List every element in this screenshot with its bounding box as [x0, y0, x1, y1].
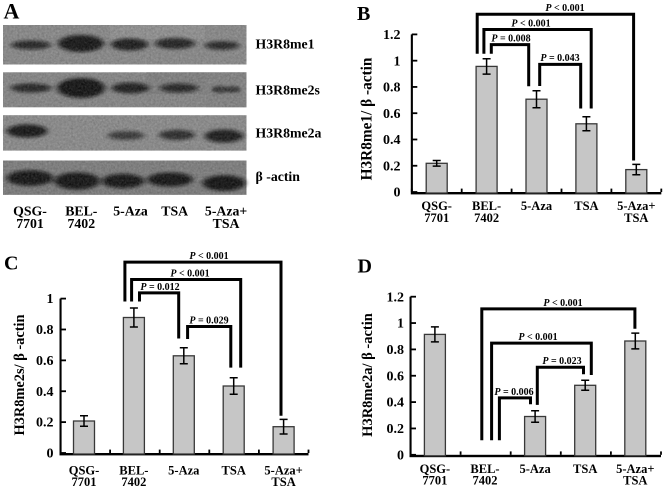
svg-text:TSA: TSA [213, 216, 240, 231]
svg-text:P = 0.006: P = 0.006 [494, 387, 533, 398]
svg-text:P = 0.029: P = 0.029 [189, 316, 228, 327]
svg-text:5-Aza: 5-Aza [113, 204, 148, 219]
svg-text:P < 0.001: P < 0.001 [545, 3, 584, 14]
svg-text:H3R8me2s: H3R8me2s [256, 83, 321, 98]
svg-text:0.8: 0.8 [383, 81, 401, 96]
svg-text:1.2: 1.2 [383, 28, 401, 43]
svg-text:5-Aza+: 5-Aza+ [205, 204, 247, 219]
svg-text:P < 0.001: P < 0.001 [511, 18, 550, 29]
svg-text:0.4: 0.4 [387, 396, 405, 411]
svg-text:7701: 7701 [72, 475, 97, 489]
svg-text:7402: 7402 [68, 216, 96, 231]
svg-text:5-Aza: 5-Aza [521, 199, 553, 213]
svg-text:0.2: 0.2 [383, 159, 401, 174]
svg-text:P = 0.043: P = 0.043 [540, 53, 579, 64]
svg-text:5-Aza: 5-Aza [519, 462, 551, 476]
svg-text:QSG-: QSG- [421, 199, 452, 213]
svg-text:H3R8me2a/ β -actin: H3R8me2a/ β -actin [360, 313, 376, 437]
svg-text:0: 0 [394, 186, 401, 201]
svg-text:TSA: TSA [271, 475, 295, 489]
svg-text:1.2: 1.2 [387, 290, 405, 305]
svg-text:5-Aza+: 5-Aza+ [617, 199, 655, 213]
svg-text:5-Aza: 5-Aza [168, 463, 200, 477]
svg-text:0.4: 0.4 [36, 385, 54, 400]
svg-text:BEL-: BEL- [119, 463, 148, 477]
svg-text:5-Aza+: 5-Aza+ [264, 463, 302, 477]
svg-text:7402: 7402 [473, 474, 498, 488]
svg-text:QSG-: QSG- [420, 462, 451, 476]
svg-text:A: A [4, 0, 20, 24]
svg-text:P = 0.008: P = 0.008 [491, 33, 530, 44]
svg-text:7402: 7402 [474, 211, 499, 225]
svg-text:BEL-: BEL- [470, 462, 499, 476]
svg-text:C: C [4, 253, 18, 275]
svg-text:0: 0 [397, 448, 404, 463]
svg-text:H3R8me2s/ β -actin: H3R8me2s/ β -actin [12, 314, 28, 435]
svg-text:7701: 7701 [424, 211, 449, 225]
svg-text:0: 0 [47, 447, 54, 462]
svg-text:β -actin: β -actin [256, 169, 301, 184]
svg-text:0.8: 0.8 [36, 323, 54, 338]
svg-text:1: 1 [394, 54, 401, 69]
svg-text:0.4: 0.4 [383, 133, 401, 148]
svg-text:P = 0.012: P = 0.012 [140, 282, 179, 293]
svg-text:P < 0.001: P < 0.001 [189, 251, 228, 262]
svg-text:QSG-: QSG- [13, 204, 47, 219]
svg-text:5-Aza+: 5-Aza+ [616, 462, 654, 476]
svg-text:7701: 7701 [16, 216, 44, 231]
svg-text:0.6: 0.6 [36, 354, 54, 369]
svg-text:0.6: 0.6 [387, 369, 405, 384]
svg-text:0.8: 0.8 [387, 343, 405, 358]
svg-text:0.2: 0.2 [387, 422, 405, 437]
svg-text:7701: 7701 [422, 474, 447, 488]
svg-text:QSG-: QSG- [69, 463, 100, 477]
svg-text:P = 0.023: P = 0.023 [542, 356, 581, 367]
svg-text:TSA: TSA [624, 211, 648, 225]
svg-text:H3R8me1/ β -actin: H3R8me1/ β -actin [358, 57, 375, 180]
svg-text:1: 1 [47, 292, 54, 307]
svg-text:BEL-: BEL- [472, 199, 501, 213]
svg-text:TSA: TSA [623, 474, 647, 488]
svg-text:TSA: TSA [573, 462, 597, 476]
svg-text:0.2: 0.2 [36, 416, 54, 431]
svg-text:TSA: TSA [222, 463, 246, 477]
svg-text:P < 0.001: P < 0.001 [518, 332, 557, 343]
svg-text:B: B [357, 3, 370, 25]
svg-text:TSA: TSA [161, 204, 188, 219]
svg-text:TSA: TSA [574, 199, 598, 213]
svg-text:H3R8me1: H3R8me1 [256, 37, 315, 52]
svg-text:D: D [358, 255, 372, 277]
svg-text:H3R8me2a: H3R8me2a [256, 126, 322, 141]
svg-text:BEL-: BEL- [65, 204, 98, 219]
svg-text:7402: 7402 [121, 475, 146, 489]
svg-text:P < 0.001: P < 0.001 [170, 269, 209, 280]
svg-text:0.6: 0.6 [383, 107, 401, 122]
svg-text:1: 1 [397, 317, 404, 332]
svg-text:P < 0.001: P < 0.001 [543, 298, 582, 309]
